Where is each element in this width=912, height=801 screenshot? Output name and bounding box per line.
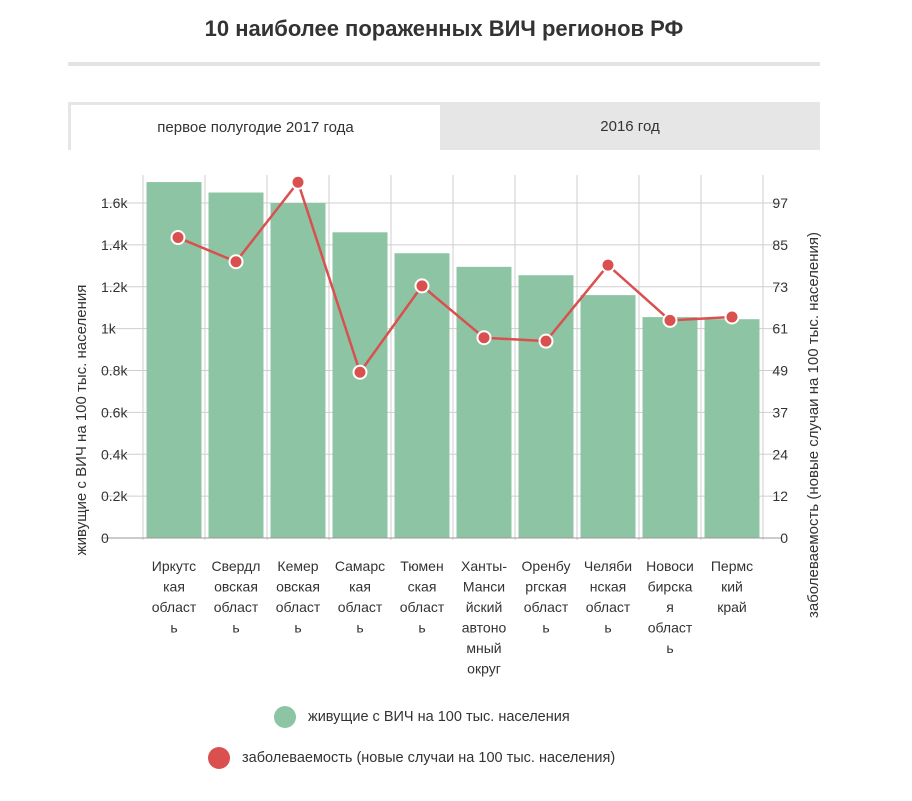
- bar-2: [270, 203, 326, 538]
- xtick-label-9-1: кий: [721, 579, 743, 595]
- legend-item-incidence[interactable]: заболеваемость (новые случаи на 100 тыс.…: [208, 746, 615, 770]
- ytick-left-8: 1.6k: [101, 195, 128, 211]
- incidence-point-6: [538, 333, 554, 349]
- ytick-left-6: 1.2k: [101, 279, 128, 295]
- xtick-label-7-3: ь: [604, 620, 611, 636]
- xtick-label-1-2: област: [214, 599, 259, 615]
- xtick-label-5-2: йский: [466, 599, 503, 615]
- ytick-left-7: 1.4k: [101, 237, 128, 253]
- xtick-label-1-0: Свердл: [212, 558, 261, 574]
- ytick-left-0: 0: [101, 530, 109, 546]
- xtick-label-6-0: Оренбу: [522, 558, 571, 574]
- bar-4: [394, 253, 450, 538]
- ytick-left-2: 0.4k: [101, 446, 128, 462]
- ytick-left-1: 0.2k: [101, 488, 128, 504]
- tab-2017-h1[interactable]: первое полугодие 2017 года: [71, 105, 440, 150]
- y-axis-title-left: живущие с ВИЧ на 100 тыс. населения: [73, 285, 90, 556]
- xtick-label-0-0: Иркутс: [152, 558, 196, 574]
- ytick-right-0: 0: [780, 530, 788, 546]
- tab-2016[interactable]: 2016 год: [600, 118, 660, 135]
- incidence-point-2: [290, 174, 306, 190]
- xtick-label-7-1: нская: [590, 579, 627, 595]
- xtick-label-4-0: Тюмен: [400, 558, 443, 574]
- xtick-label-7-0: Челяби: [584, 558, 632, 574]
- xtick-label-5-3: автоно: [462, 620, 507, 636]
- xtick-label-5-1: Манси: [463, 579, 505, 595]
- xtick-label-4-3: ь: [418, 620, 425, 636]
- tab-bar: первое полугодие 2017 года 2016 год: [68, 102, 820, 150]
- xtick-label-8-4: ь: [666, 640, 673, 656]
- ytick-right-5: 61: [772, 321, 788, 337]
- ytick-right-4: 49: [772, 363, 788, 379]
- xtick-label-5-5: округ: [467, 661, 501, 677]
- bar-8: [642, 317, 698, 538]
- xtick-label-2-3: ь: [294, 620, 301, 636]
- xtick-label-3-3: ь: [356, 620, 363, 636]
- ytick-left-3: 0.6k: [101, 404, 128, 420]
- xtick-label-3-2: област: [338, 599, 383, 615]
- xtick-label-5-0: Ханты-: [461, 558, 507, 574]
- xtick-label-7-2: област: [586, 599, 631, 615]
- legend-label-incidence: заболеваемость (новые случаи на 100 тыс.…: [242, 750, 616, 766]
- xtick-label-6-3: ь: [542, 620, 549, 636]
- incidence-point-3: [352, 364, 368, 380]
- xtick-label-1-1: овская: [214, 579, 258, 595]
- incidence-point-8: [662, 312, 678, 328]
- incidence-point-9: [724, 309, 740, 325]
- ytick-left-5: 1k: [101, 321, 117, 337]
- incidence-point-1: [228, 254, 244, 270]
- xtick-label-8-3: област: [648, 620, 693, 636]
- ytick-right-2: 24: [772, 446, 788, 462]
- xtick-label-0-3: ь: [170, 620, 177, 636]
- xtick-label-3-1: кая: [349, 579, 371, 595]
- xtick-label-2-1: овская: [276, 579, 320, 595]
- bar-1: [208, 192, 264, 538]
- title-divider: [68, 62, 820, 66]
- xtick-label-8-2: я: [666, 599, 674, 615]
- xtick-label-9-2: край: [717, 599, 747, 615]
- bar-7: [580, 295, 636, 538]
- xtick-label-2-2: област: [276, 599, 321, 615]
- incidence-line: [177, 181, 733, 374]
- legend-swatch-incidence: [208, 747, 230, 769]
- xtick-label-4-1: ская: [408, 579, 437, 595]
- xtick-label-0-2: област: [152, 599, 197, 615]
- xtick-label-0-1: кая: [163, 579, 185, 595]
- incidence-point-0: [170, 230, 186, 246]
- ytick-left-4: 0.8k: [101, 363, 128, 379]
- ytick-right-7: 85: [772, 237, 788, 253]
- incidence-point-5: [476, 330, 492, 346]
- xtick-label-6-1: ргская: [525, 579, 566, 595]
- ytick-right-3: 37: [772, 404, 788, 420]
- legend-swatch-living: [274, 706, 296, 728]
- ytick-right-6: 73: [772, 279, 788, 295]
- xtick-label-9-0: Пермс: [711, 558, 753, 574]
- y-axis-title-right: заболеваемость (новые случаи на 100 тыс.…: [805, 232, 822, 618]
- xtick-label-2-0: Кемер: [277, 558, 318, 574]
- chart-title: 10 наиболее пораженных ВИЧ регионов РФ: [204, 16, 684, 41]
- bar-3: [332, 232, 388, 538]
- xtick-label-5-4: мный: [466, 640, 501, 656]
- xtick-label-8-1: бирска: [648, 579, 693, 595]
- bar-6: [518, 275, 574, 538]
- xtick-label-3-0: Самарс: [335, 558, 385, 574]
- bar-9: [704, 319, 760, 538]
- incidence-point-7: [600, 257, 616, 273]
- ytick-right-1: 12: [772, 488, 788, 504]
- bar-5: [456, 266, 512, 538]
- incidence-point-4: [414, 278, 430, 294]
- ytick-right-8: 97: [772, 195, 788, 211]
- xtick-label-4-2: област: [400, 599, 445, 615]
- legend-item-living[interactable]: живущие с ВИЧ на 100 тыс. населения: [274, 705, 570, 729]
- xtick-label-1-3: ь: [232, 620, 239, 636]
- xtick-label-8-0: Новоси: [646, 558, 694, 574]
- xtick-label-6-2: област: [524, 599, 569, 615]
- legend-label-living: живущие с ВИЧ на 100 тыс. населения: [308, 709, 570, 725]
